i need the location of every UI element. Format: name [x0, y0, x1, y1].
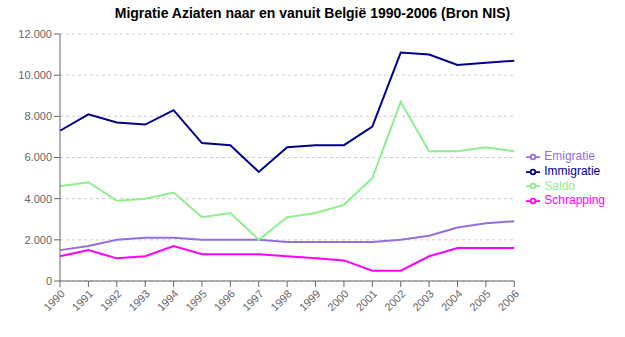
- svg-text:0: 0: [46, 275, 52, 287]
- svg-text:1994: 1994: [155, 287, 181, 313]
- svg-text:2005: 2005: [467, 287, 493, 313]
- svg-text:2001: 2001: [353, 287, 379, 313]
- svg-text:6.000: 6.000: [24, 151, 52, 163]
- svg-text:4.000: 4.000: [24, 193, 52, 205]
- svg-text:12.000: 12.000: [18, 28, 52, 40]
- svg-text:1993: 1993: [126, 287, 152, 313]
- svg-text:1995: 1995: [183, 287, 209, 313]
- svg-text:2002: 2002: [382, 287, 408, 313]
- svg-text:10.000: 10.000: [18, 69, 52, 81]
- svg-text:2000: 2000: [325, 287, 351, 313]
- html-text:Schrapping: Schrapping: [544, 193, 605, 208]
- html-text:Immigratie: Immigratie: [544, 163, 601, 178]
- svg-text:2006: 2006: [495, 287, 521, 313]
- svg-text:2003: 2003: [410, 287, 436, 313]
- svg-text:2.000: 2.000: [24, 234, 52, 246]
- svg-text:2004: 2004: [439, 287, 465, 313]
- html-text:Migratie Aziaten naar en vanui: Migratie Aziaten naar en vanuit België 1…: [114, 5, 511, 21]
- svg-text:1997: 1997: [240, 287, 266, 313]
- html-text:Emigratie: Emigratie: [544, 148, 595, 163]
- html-text:Saldo: Saldo: [544, 178, 575, 193]
- svg-text:1999: 1999: [297, 287, 323, 313]
- svg-text:1992: 1992: [98, 287, 124, 313]
- svg-text:1991: 1991: [70, 287, 96, 313]
- svg-text:8.000: 8.000: [24, 110, 52, 122]
- svg-text:1990: 1990: [41, 287, 67, 313]
- svg-text:1998: 1998: [268, 287, 294, 313]
- svg-text:1996: 1996: [211, 287, 237, 313]
